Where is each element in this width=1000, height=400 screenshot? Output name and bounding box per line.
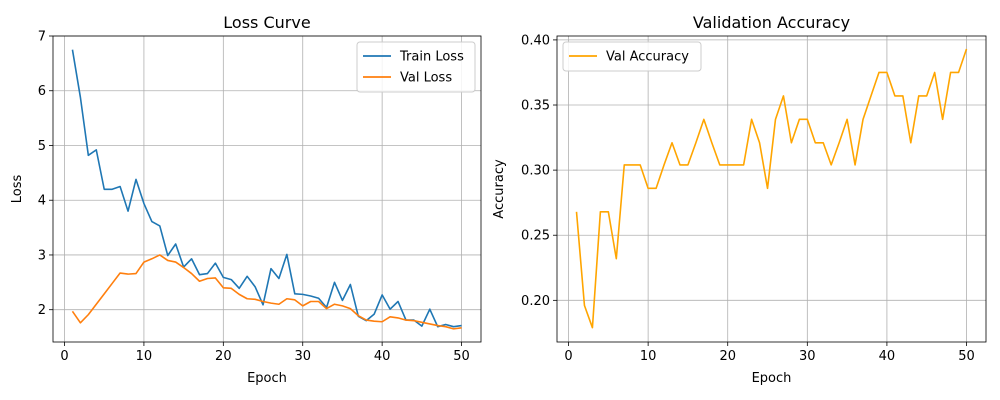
y-tick-label: 7 [38, 30, 46, 45]
x-tick-label: 40 [879, 349, 896, 364]
y-tick-label: 0.20 [521, 294, 550, 309]
y-tick-label: 0.35 [521, 99, 550, 114]
loss-curve-plot: 0 10 20 30 40 50 2 3 4 5 6 7 Loss Curve Epoch Loss Trai… [10, 13, 482, 386]
x-tick-label: 20 [719, 349, 736, 364]
x-tick-label: 30 [799, 349, 816, 364]
y-axis-label: Loss [10, 175, 25, 204]
legend-label: Train Loss [399, 50, 464, 65]
legend-box [562, 41, 702, 72]
x-axis-label: Epoch [752, 371, 792, 386]
x-tick-label: 40 [374, 349, 391, 364]
x-tick-label: 30 [294, 349, 311, 364]
legend-box [356, 41, 476, 93]
legend: Val Accuracy [562, 41, 702, 72]
x-tick-label: 10 [640, 349, 657, 364]
y-tick-label: 2 [38, 303, 46, 318]
y-tick-label: 6 [38, 84, 46, 99]
x-tick-label: 0 [60, 349, 68, 364]
y-tick-label: 4 [38, 194, 46, 209]
legend-label: Val Loss [400, 71, 452, 86]
x-tick-label: 20 [215, 349, 232, 364]
legend: Train Loss Val Loss [356, 41, 476, 93]
y-tick-label: 0.30 [521, 164, 550, 179]
x-tick-label: 10 [136, 349, 153, 364]
x-axis-label: Epoch [247, 371, 287, 386]
y-tick-label: 5 [38, 139, 46, 154]
chart-title: Loss Curve [223, 13, 310, 32]
x-tick-label: 50 [453, 349, 470, 364]
series-line-val-accuracy [575, 48, 968, 329]
validation-accuracy-plot: 0 10 20 30 40 50 0.20 0.25 0.30 0.35 0.40 Validatio… [492, 13, 987, 386]
chart-title: Validation Accuracy [693, 13, 850, 32]
y-tick-label: 3 [38, 248, 46, 263]
axes-frame [52, 35, 482, 343]
y-tick-label: 0.25 [521, 229, 550, 244]
y-tick-label: 0.40 [521, 33, 550, 48]
x-tick-label: 50 [958, 349, 975, 364]
series-line-val-loss [71, 254, 462, 330]
x-tick-label: 0 [564, 349, 572, 364]
axes-frame [556, 35, 987, 343]
y-axis-label: Accuracy [492, 159, 507, 219]
series-line-train-loss [71, 49, 462, 328]
legend-label: Val Accuracy [606, 50, 689, 65]
